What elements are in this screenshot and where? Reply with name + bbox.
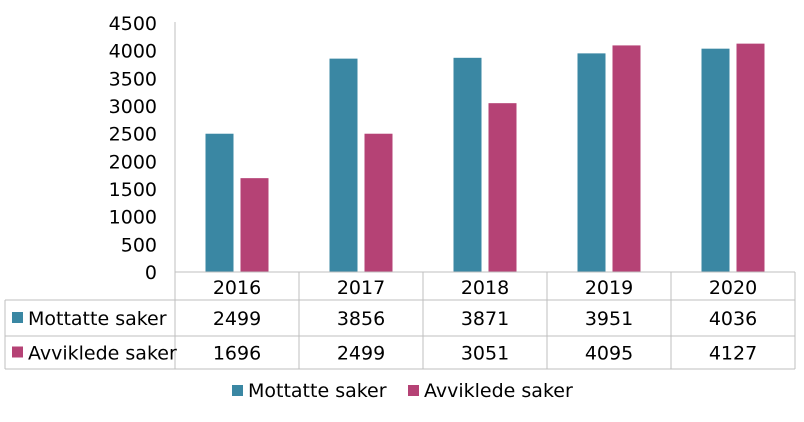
bar: [205, 133, 234, 272]
legend-label: Avviklede saker: [424, 380, 573, 402]
y-tick-label: 3500: [109, 68, 157, 90]
bar: [577, 53, 606, 273]
y-tick-label: 500: [121, 234, 157, 256]
legend-swatch: [232, 385, 243, 396]
y-tick-label: 4500: [109, 13, 157, 35]
data-label: 3051: [461, 343, 509, 365]
x-tick-label: 2020: [709, 277, 757, 299]
y-tick-label: 1000: [109, 207, 157, 229]
y-tick-label: 4000: [109, 41, 157, 63]
bar: [701, 48, 730, 272]
data-label: 2499: [337, 343, 385, 365]
legend-label: Mottatte saker: [248, 380, 387, 402]
data-label: 3871: [461, 308, 509, 330]
legend-swatch: [408, 385, 419, 396]
bar: [736, 43, 765, 273]
y-tick-label: 0: [145, 262, 157, 284]
x-tick-label: 2018: [461, 277, 509, 299]
y-tick-label: 2500: [109, 124, 157, 146]
x-tick-label: 2019: [585, 277, 633, 299]
x-tick-label: 2017: [337, 277, 385, 299]
y-tick-label: 1500: [109, 179, 157, 201]
data-label: 3951: [585, 308, 633, 330]
bars: [205, 43, 765, 273]
data-label: 4095: [585, 343, 633, 365]
table-series-label: Avviklede saker: [28, 343, 177, 365]
bar: [453, 57, 482, 272]
data-label: 1696: [213, 343, 261, 365]
legend: Mottatte saker Avviklede saker: [232, 380, 573, 402]
bar: [329, 58, 358, 272]
data-label: 3856: [337, 308, 385, 330]
y-tick-label: 2000: [109, 151, 157, 173]
bar: [240, 178, 269, 272]
y-axis: 0 500 1000 1500 2000 2500 3000 3500 4000 4500: [109, 13, 176, 284]
data-table: 2016 2017 2018 2019 2020 Mottatte saker 2499 38…: [4, 271, 796, 370]
data-label: 2499: [213, 308, 261, 330]
bar: [612, 45, 641, 272]
bar: [364, 133, 393, 272]
table-legend-swatch: [12, 346, 23, 358]
bar: [488, 103, 517, 272]
data-label: 4036: [709, 308, 757, 330]
y-tick-label: 3000: [109, 96, 157, 118]
x-tick-label: 2016: [213, 277, 261, 299]
table-legend-swatch: [12, 312, 23, 323]
table-series-label: Mottatte saker: [28, 308, 167, 330]
data-label: 4127: [709, 343, 757, 365]
